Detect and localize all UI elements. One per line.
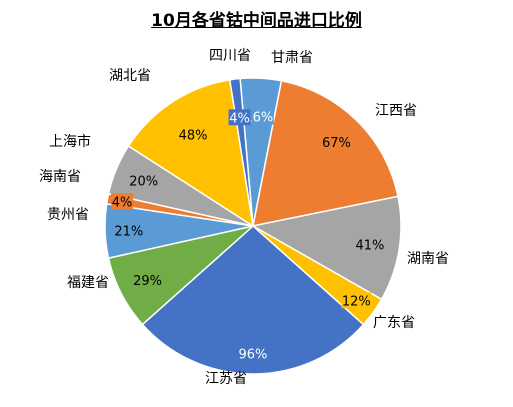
slices-layer <box>104 77 402 375</box>
percent-label-bg-11 <box>228 109 251 126</box>
category-label-8: 海南省 <box>39 169 81 185</box>
category-label-9: 上海市 <box>49 133 91 150</box>
category-label-6: 福建省 <box>67 275 109 291</box>
percent-label-9: 20% <box>129 174 158 189</box>
percent-label-7: 21% <box>114 224 143 239</box>
pie-slice-10 <box>127 78 255 228</box>
percent-label-3: 41% <box>355 239 384 254</box>
percent-label-6: 29% <box>133 274 162 289</box>
pie-slice-2 <box>252 79 399 227</box>
category-label-4: 广东省 <box>373 315 415 331</box>
percent-label-10: 48% <box>179 128 208 143</box>
percent-label-bg-1 <box>243 108 274 125</box>
category-label-3: 湖南省 <box>407 251 449 267</box>
category-label-1: 甘肃省 <box>271 50 313 66</box>
percent-label-bg-4 <box>341 292 372 309</box>
pie-slice-3 <box>250 195 402 301</box>
category-label-11: 四川省 <box>209 48 251 64</box>
percent-label-11: 4% <box>229 111 250 126</box>
category-label-7: 贵州省 <box>47 207 89 223</box>
category-label-5: 江苏省 <box>205 371 247 387</box>
percent-label-5: 96% <box>238 347 267 362</box>
percent-label-8: 4% <box>112 196 133 211</box>
chart-title: 10月各省钴中间品进口比例 <box>151 11 362 31</box>
percent-label-bg-8 <box>111 193 134 210</box>
percent-label-2: 67% <box>322 136 351 151</box>
category-label-10: 湖北省 <box>109 68 151 84</box>
percent-label-1: 16% <box>244 111 273 126</box>
percent-label-4: 12% <box>342 294 371 309</box>
pie-slice-5 <box>141 224 365 375</box>
category-label-2: 江西省 <box>375 103 417 119</box>
percent-labels-layer: 16% 67% 41% 12% 96% 29% 21% 4% 20% 48% 4% <box>111 108 384 362</box>
